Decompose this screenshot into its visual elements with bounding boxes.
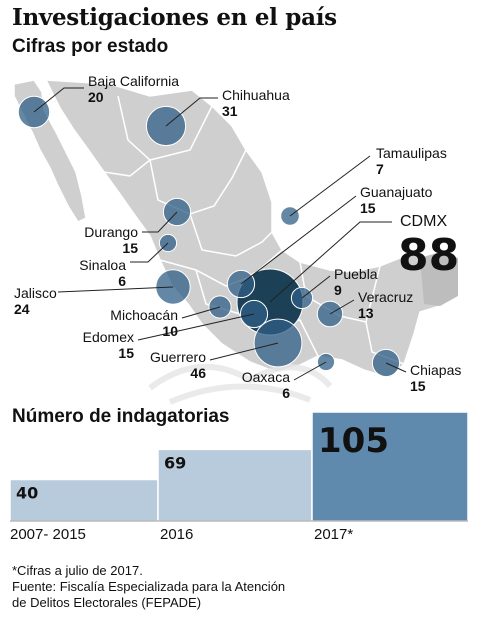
bar-2017- xyxy=(311,411,469,522)
leader-line-chihuahua xyxy=(165,97,218,127)
state-label-tamaulipas: Tamaulipas xyxy=(376,145,447,161)
page-title: Investigaciones en el país xyxy=(12,4,337,31)
state-value-oaxaca: 6 xyxy=(282,385,290,401)
leader-line-veracruz xyxy=(329,299,355,315)
state-label-michoacan: Michoacán xyxy=(110,307,178,323)
leader-line-oaxaca xyxy=(293,361,327,381)
yucatan-shape xyxy=(420,252,458,306)
state-label-cdmx: CDMX xyxy=(400,213,447,230)
bar-2016 xyxy=(157,448,313,522)
state-value-guerrero: 46 xyxy=(190,365,206,381)
state-value-cdmx: 88 xyxy=(398,230,459,281)
bar-value-2007-2015: 40 xyxy=(16,483,38,502)
bar-value-2017-: 105 xyxy=(318,421,389,461)
leader-line-jalisco xyxy=(57,286,174,293)
leader-line-baja-california xyxy=(33,87,84,113)
state-value-michoacan: 10 xyxy=(162,323,178,339)
state-value-guanajuato: 15 xyxy=(360,200,376,216)
state-label-oaxaca: Oaxaca xyxy=(242,369,290,385)
leader-line-cdmx xyxy=(269,221,392,303)
state-value-sinaloa: 6 xyxy=(118,273,126,289)
state-label-baja-california: Baja California xyxy=(88,73,179,89)
bar-2007-2015 xyxy=(9,478,159,522)
leader-line-edomex xyxy=(137,313,255,341)
bar-category-2007-2015: 2007- 2015 xyxy=(10,526,86,543)
bar-category-2016: 2016 xyxy=(160,526,193,543)
state-label-chiapas: Chiapas xyxy=(410,362,461,378)
eagle-watermark-icon xyxy=(148,363,333,405)
leader-line-chiapas xyxy=(385,362,407,373)
bar-category-2017-: 2017* xyxy=(314,526,353,543)
bar-value-2016: 69 xyxy=(164,453,186,472)
state-value-durango: 15 xyxy=(122,240,138,256)
state-label-jalisco: Jalisco xyxy=(14,285,57,301)
state-value-chiapas: 15 xyxy=(410,378,426,394)
leader-line-guanajuato xyxy=(240,195,357,285)
state-value-chihuahua: 31 xyxy=(222,103,238,119)
mexico-map-shape xyxy=(13,79,459,379)
state-value-edomex: 15 xyxy=(118,345,134,361)
state-label-durango: Durango xyxy=(84,224,138,240)
state-value-veracruz: 13 xyxy=(358,305,374,321)
page-subtitle: Cifras por estado xyxy=(12,36,169,57)
state-value-tamaulipas: 7 xyxy=(376,161,384,177)
footnote: *Cifras a julio de 2017. xyxy=(12,563,143,578)
state-label-guanajuato: Guanajuato xyxy=(360,184,433,200)
leader-line-tamaulipas xyxy=(289,155,371,217)
mainland-shape xyxy=(44,79,459,379)
leader-line-durango xyxy=(142,211,178,233)
state-value-puebla: 9 xyxy=(334,282,342,298)
state-label-edomex: Edomex xyxy=(83,329,134,345)
indagatorias-bar-chart: 40 2007- 2015 69 2016 105 2017* xyxy=(9,411,469,543)
source-line-2: de Delitos Electorales (FEPADE) xyxy=(12,595,202,610)
state-label-sinaloa: Sinaloa xyxy=(79,257,126,273)
state-label-chihuahua: Chihuahua xyxy=(222,87,290,103)
leader-line-guerrero xyxy=(209,342,279,361)
source-line-1: Fuente: Fiscalía Especializada para la A… xyxy=(12,579,286,594)
leader-line-sinaloa xyxy=(130,242,169,263)
state-value-jalisco: 24 xyxy=(14,301,30,317)
leader-line-michoacan xyxy=(181,306,221,319)
leader-line-puebla xyxy=(301,275,331,299)
state-label-puebla: Puebla xyxy=(334,266,378,282)
bars-title: Número de indagatorias xyxy=(12,406,230,427)
state-label-guerrero: Guerrero xyxy=(150,349,206,365)
state-value-baja-california: 20 xyxy=(88,89,104,105)
state-label-veracruz: Veracruz xyxy=(358,289,413,305)
